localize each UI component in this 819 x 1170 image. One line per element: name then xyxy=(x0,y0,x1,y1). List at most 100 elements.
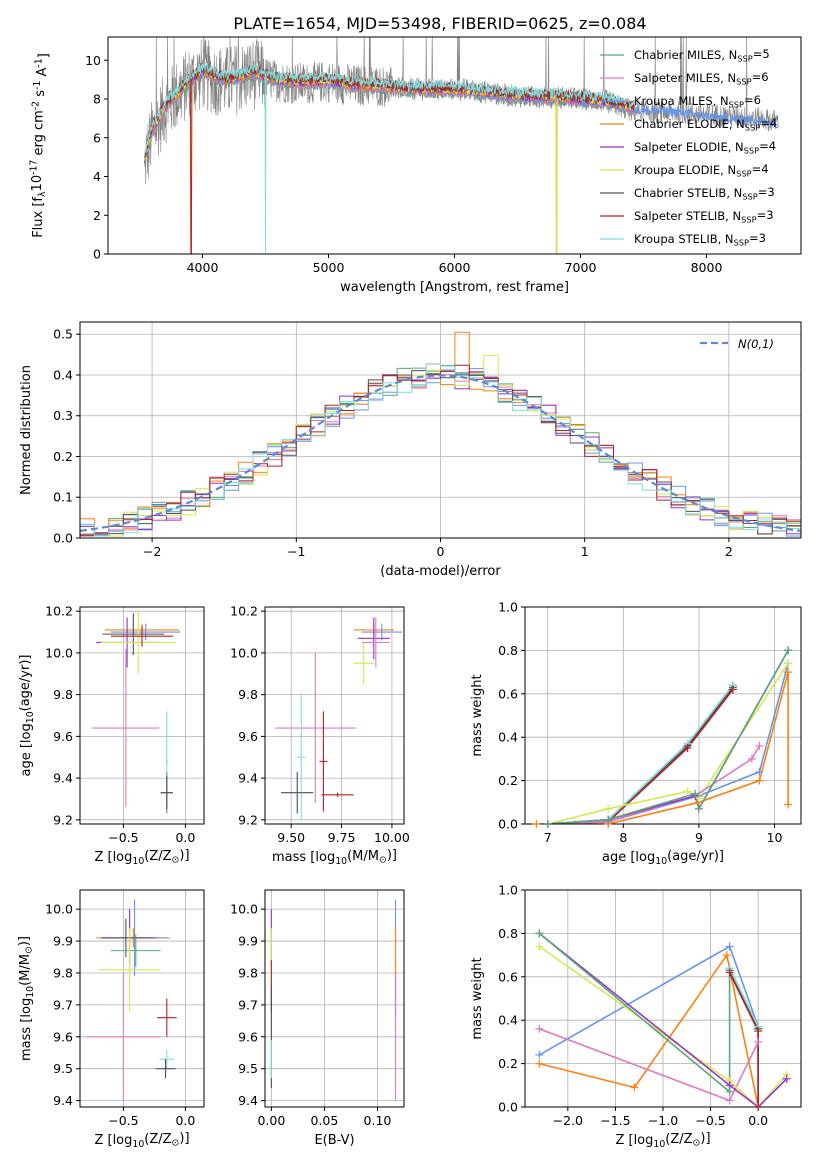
legend-label: Chabrier MILES, NSSP​=5 xyxy=(634,47,770,63)
weight-point-marker xyxy=(725,1087,734,1096)
weight-age-ylabel: mass weight xyxy=(470,674,485,756)
age-Z-xlabel: Z [log10​(Z/Z⊙​)] xyxy=(94,848,189,867)
spectrum-ylabel: Flux [fλ​10-17​ erg cm-2​ s-1​ A-1​] xyxy=(29,53,52,238)
weight-series-line xyxy=(547,662,789,824)
weight-Z-ytick-label: 0.8 xyxy=(498,926,518,941)
residuals-xtick-label: −1 xyxy=(287,544,305,559)
weight-series-line xyxy=(536,671,789,824)
weight-Z-xtick-label: −0.5 xyxy=(695,1113,725,1128)
mass-Z-xlabel: Z [log10​(Z/Z⊙​)] xyxy=(94,1131,189,1150)
legend-label: Salpeter STELIB, NSSP​=3 xyxy=(634,208,774,224)
mass-EBV-ytick-label: 9.6 xyxy=(238,1029,258,1044)
weight-age-frame xyxy=(524,606,802,825)
weight-age-ytick-label: 0.2 xyxy=(498,773,518,788)
spectrum-xtick-label: 5000 xyxy=(313,260,345,275)
weight-age-xtick-label: 8 xyxy=(619,830,627,845)
residuals-xtick-label: −2 xyxy=(143,544,161,559)
weight-age-ytick-label: 0.6 xyxy=(498,686,518,701)
weight-Z-xtick-label: 0.0 xyxy=(748,1113,768,1128)
weight-point-marker xyxy=(535,1059,544,1068)
weight-age-panel: 7 8 9 10 0.0 0.2 0.4 0.6 0.8 1.0 age [log10​(age/y… xyxy=(470,600,802,867)
age-Z-plot-area xyxy=(92,611,181,814)
mass-EBV-ytick-label: 9.9 xyxy=(238,934,258,949)
residuals-ytick-label: 0.5 xyxy=(53,327,73,342)
spectrum-ytick-label: 0 xyxy=(93,247,101,262)
weight-series-line xyxy=(547,684,734,824)
age-mass-plot-area xyxy=(275,617,402,820)
weight-point-marker xyxy=(747,754,756,763)
age-mass-ytick-label: 9.8 xyxy=(238,687,258,702)
mass-Z-ytick-label: 9.8 xyxy=(53,965,73,980)
weight-Z-ytick-label: 0.6 xyxy=(498,969,518,984)
mass-EBV-frame xyxy=(264,889,405,1108)
legend-label: Chabrier STELIB, NSSP​=3 xyxy=(634,185,775,201)
spectrum-ytick-label: 6 xyxy=(93,130,101,145)
mass-EBV-ytick-label: 9.8 xyxy=(238,965,258,980)
weight-age-xtick-label: 9 xyxy=(695,830,703,845)
weight-point-marker xyxy=(604,804,613,813)
weight-series-line xyxy=(547,689,734,824)
weight-point-marker xyxy=(691,789,700,798)
weight-Z-xtick-label: −1.0 xyxy=(648,1113,678,1128)
residuals-ytick-label: 0.0 xyxy=(53,531,73,546)
spectrum-model-line xyxy=(144,63,635,254)
age-mass-ytick-label: 9.4 xyxy=(238,771,258,786)
weight-point-marker xyxy=(754,1103,763,1111)
residuals-frame xyxy=(79,321,802,539)
age-mass-ytick-label: 9.6 xyxy=(238,729,258,744)
residuals-ytick-label: 0.1 xyxy=(53,490,73,505)
age-Z-xtick-label: −0.5 xyxy=(108,830,138,845)
spectrum-ytick-label: 2 xyxy=(93,208,101,223)
weight-age-ytick-label: 1.0 xyxy=(498,600,518,615)
spectrum-xlabel: wavelength [Angstrom, rest frame] xyxy=(340,280,569,295)
weight-Z-xtick-label: −1.5 xyxy=(600,1113,630,1128)
residuals-xtick-label: 0 xyxy=(437,544,445,559)
age-Z-ytick-label: 9.4 xyxy=(53,771,73,786)
weight-point-marker xyxy=(755,741,764,750)
mass-Z-ytick-label: 9.7 xyxy=(53,997,73,1012)
weight-point-marker xyxy=(725,968,734,977)
weight-Z-ytick-label: 0.0 xyxy=(498,1100,518,1115)
weight-point-marker xyxy=(630,1083,639,1092)
legend-label: Kroupa STELIB, NSSP​=3 xyxy=(634,231,766,247)
mass-Z-plot-area xyxy=(86,899,177,1101)
mass-EBV-panel: 0.00 0.05 0.10 9.4 9.5 9.6 9.7 9.8 9.9 10.0 E(B-V) xyxy=(230,889,405,1148)
age-mass-panel: 9.50 9.75 10.00 9.2 9.4 9.6 9.8 10.0 10.2 mass [l… xyxy=(230,604,410,867)
age-Z-panel: −0.5 0.0 9.2 9.4 9.6 9.8 10.0 10.2 Z [log10​(Z/Z… xyxy=(18,604,205,867)
mass-Z-xtick-label: 0.0 xyxy=(175,1113,195,1128)
weight-age-xtick-label: 7 xyxy=(544,830,552,845)
age-Z-xtick-label: 0.0 xyxy=(175,830,195,845)
mass-EBV-xtick-label: 0.00 xyxy=(257,1113,285,1128)
spectrum-xtick-label: 4000 xyxy=(187,260,219,275)
age-Z-frame xyxy=(79,606,205,825)
mass-EBV-ytick-label: 10.0 xyxy=(230,902,258,917)
residuals-panel: −2 −1 0 1 2 0.0 0.1 0.2 0.3 0.4 0.5 (data-model)/er… xyxy=(19,321,802,579)
weight-point-marker xyxy=(755,767,764,776)
weight-age-ytick-label: 0.0 xyxy=(498,817,518,832)
weight-Z-ytick-label: 0.4 xyxy=(498,1013,518,1028)
residuals-xlabel: (data-model)/error xyxy=(380,564,501,579)
figure-title: PLATE=1654, MJD=53498, FIBERID=0625, z=0… xyxy=(233,14,646,33)
residuals-plot-area xyxy=(80,331,801,537)
weight-series-line xyxy=(547,663,789,824)
weight-point-marker xyxy=(754,1037,763,1046)
residuals-ytick-label: 0.3 xyxy=(53,408,73,423)
mass-EBV-xtick-label: 0.05 xyxy=(310,1113,338,1128)
spectrum-data-line xyxy=(144,37,779,185)
residuals-ytick-label: 0.2 xyxy=(53,449,73,464)
weight-Z-frame xyxy=(524,889,802,1108)
legend-label: Kroupa ELODIE, NSSP​=4 xyxy=(634,162,769,178)
weight-point-marker xyxy=(535,1050,544,1059)
weight-point-marker xyxy=(543,820,552,828)
weight-point-marker xyxy=(535,942,544,951)
residuals-ylabel: Normed distribution xyxy=(19,365,34,495)
mass-Z-ytick-label: 9.4 xyxy=(53,1093,73,1108)
weight-point-marker xyxy=(784,800,793,809)
mass-Z-panel: −0.5 0.0 9.4 9.5 9.6 9.7 9.8 9.9 10.0 Z [log10​(Z… xyxy=(17,889,205,1150)
age-Z-ylabel: age [log10​(age/yr)] xyxy=(18,655,36,777)
spectrum-frame xyxy=(107,36,802,255)
weight-series-line xyxy=(547,684,734,824)
spectrum-xtick-label: 7000 xyxy=(565,260,597,275)
age-mass-ytick-label: 10.2 xyxy=(230,604,258,619)
